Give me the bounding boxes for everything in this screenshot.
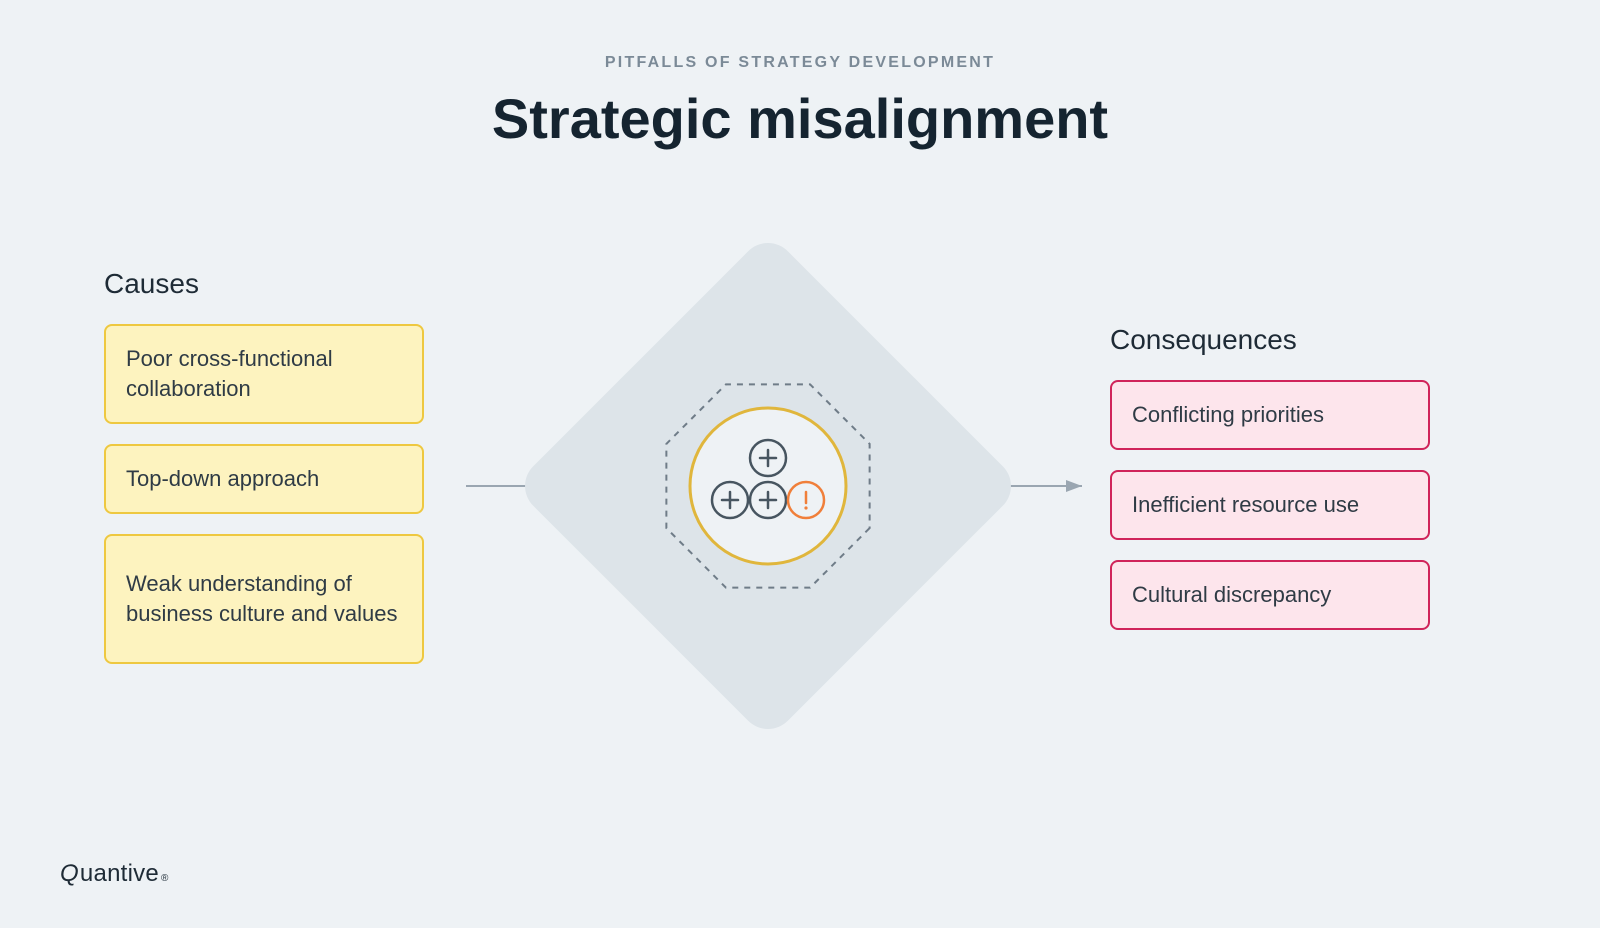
target-circle [690,408,846,564]
brand-logo: Quantive® [60,860,169,888]
center-diagram [498,216,1038,756]
infographic-canvas: PITFALLS OF STRATEGY DEVELOPMENT Strateg… [0,0,1600,928]
brand-q: Q [60,860,79,888]
brand-registered: ® [161,873,169,884]
brand-rest: uantive [80,860,159,888]
